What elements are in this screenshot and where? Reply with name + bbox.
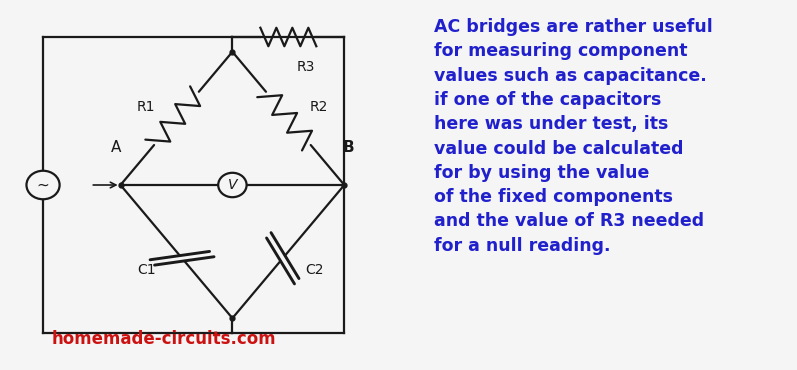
Text: R1: R1 [137,100,155,114]
Text: V: V [228,178,238,192]
Text: ~: ~ [37,178,49,192]
Text: R3: R3 [296,60,315,74]
Text: A: A [111,141,121,155]
Circle shape [218,173,246,197]
Text: homemade-circuits.com: homemade-circuits.com [52,330,277,348]
Text: R2: R2 [309,100,328,114]
Circle shape [26,171,60,199]
Text: B: B [343,141,355,155]
Text: AC bridges are rather useful
for measuring component
values such as capacitance.: AC bridges are rather useful for measuri… [434,18,713,255]
Text: C2: C2 [305,263,324,277]
Text: C1: C1 [137,263,155,277]
